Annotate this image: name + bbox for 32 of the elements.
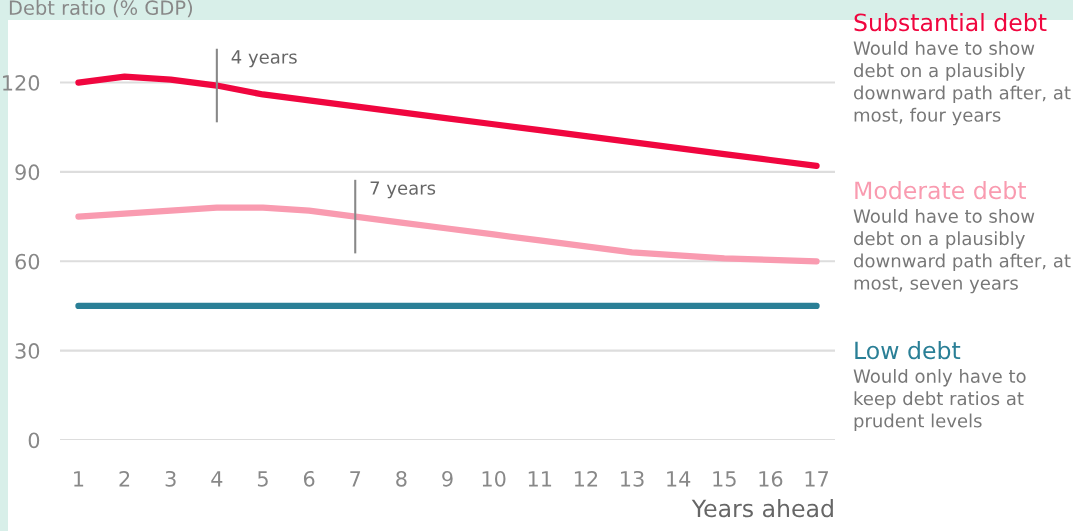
x-tick-label: 11 <box>528 471 552 487</box>
x-tick-label: 3 <box>165 470 176 487</box>
x-tick-label: 6 <box>303 470 315 487</box>
x-tick-label: 7 <box>350 471 361 487</box>
x-axis-title: Years ahead <box>691 499 833 518</box>
text: Would have to show debt on a plausibly downward path after, at most, seven years <box>853 209 1071 294</box>
y-tick-label: 60 <box>15 253 40 270</box>
x-tick-label: 1 <box>74 471 84 487</box>
annotation: 4 years <box>231 50 297 68</box>
x-tick-label: 14 <box>667 471 691 487</box>
x-tick-label: 17 <box>805 471 829 487</box>
y-tick-label: 90 <box>15 164 40 181</box>
y-tick-label: 120 <box>3 75 40 91</box>
text: Low debt <box>855 341 961 360</box>
x-tick-label: 10 <box>482 470 506 487</box>
annotation: 7 years <box>370 181 436 199</box>
text: Moderate debt <box>855 181 1026 200</box>
x-tick-label: 15 <box>713 471 736 487</box>
x-tick-label: 5 <box>257 471 268 487</box>
x-tick-label: 4 <box>211 471 223 487</box>
x-tick-label: 2 <box>119 470 130 487</box>
text: Would only have to keep debt ratios at prudent levels <box>853 369 1026 432</box>
x-tick-label: 12 <box>574 470 598 487</box>
text: Would have to show debt on a plausibly downward path after, at most, four years <box>853 41 1071 126</box>
y-axis-title: Debt ratio (% GDP) <box>9 0 193 18</box>
text: Substantial debt <box>854 13 1047 32</box>
x-tick-label: 13 <box>621 470 644 487</box>
x-tick-label: 16 <box>759 470 783 487</box>
x-tick-label: 9 <box>442 470 453 487</box>
y-tick-label: 30 <box>15 343 40 359</box>
x-tick-label: 8 <box>396 470 407 487</box>
y-tick-label: 0 <box>28 432 40 449</box>
